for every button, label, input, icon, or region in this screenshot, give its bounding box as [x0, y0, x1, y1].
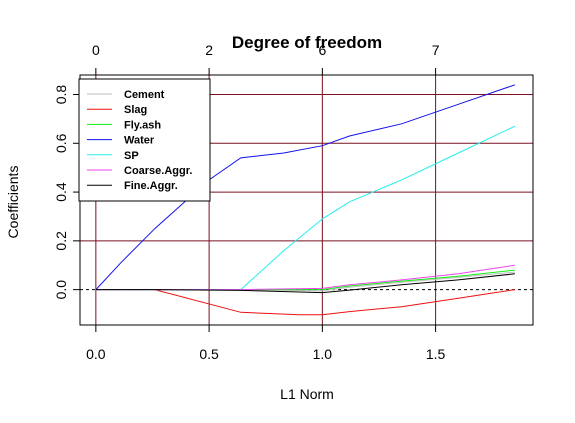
top-tick-label: 7 [432, 42, 440, 58]
legend-entry: Coarse.Aggr. [124, 165, 192, 177]
series-line-fine-aggr [95, 273, 515, 294]
top-tick-label: 0 [92, 42, 100, 58]
x-tick-label: 0.0 [86, 346, 106, 362]
x-tick-label: 1.5 [426, 346, 446, 362]
series-line-slag [95, 289, 515, 316]
series-line-water [95, 84, 516, 290]
y-tick-label: 0.2 [53, 231, 69, 251]
axis-layer: 0.0 0.5 1.0 1.5 0 2 6 7 0.0 0.2 0.4 0.6 0.8 [53, 42, 446, 362]
series-layer [95, 84, 516, 316]
legend: Cement Slag Fly.ash Water SP Coarse.Aggr. Fine… [78, 78, 211, 202]
legend-entry: Slag [124, 104, 147, 116]
x-tick-label: 1.0 [313, 346, 333, 362]
top-tick-label: 6 [318, 42, 326, 58]
y-axis-label: Coefficients [5, 166, 21, 239]
series-line-fly-ash [95, 269, 515, 291]
x-tick-label: 0.5 [199, 346, 219, 362]
y-tick-label: 0.0 [53, 280, 69, 300]
y-tick-label: 0.6 [53, 133, 69, 153]
legend-entry: Cement [124, 89, 165, 101]
legend-entry: Fine.Aggr. [124, 180, 178, 192]
y-tick-label: 0.4 [53, 182, 69, 202]
y-tick-label: 0.8 [53, 85, 69, 105]
legend-entry: Water [124, 135, 155, 147]
chart-title: Degree of freedom [232, 33, 382, 52]
x-axis-label: L1 Norm [280, 386, 334, 402]
series-line-coarse-aggr [95, 264, 515, 291]
legend-entry: Fly.ash [124, 119, 161, 131]
top-tick-label: 2 [205, 42, 213, 58]
legend-entry: SP [124, 150, 139, 162]
